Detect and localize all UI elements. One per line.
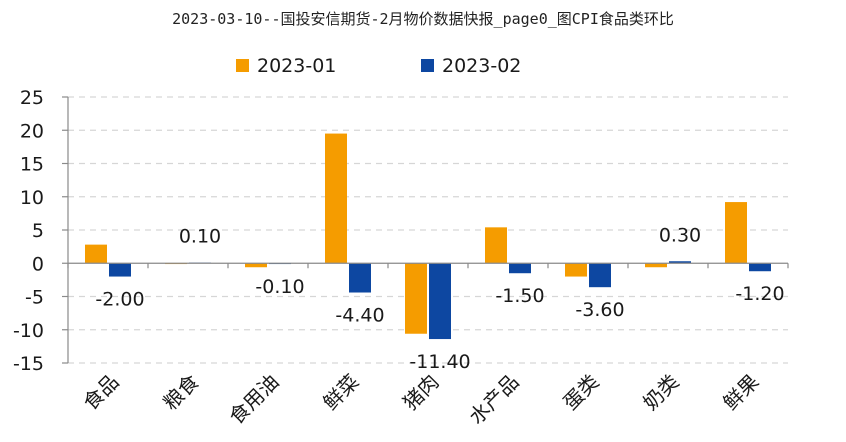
- legend-label-2023-02: 2023-02: [442, 55, 521, 77]
- x-axis: 食品 粮食 食用油 鲜菜 猪肉 水产品 蛋类 奶类 鲜果: [67, 262, 789, 429]
- bar-2023-01-食用油: [245, 263, 267, 268]
- category-label: 奶类: [638, 370, 683, 415]
- bar-2023-02-奶类: [669, 261, 691, 264]
- y-tick-label: -5: [25, 287, 44, 309]
- bar-2023-02-鲜果: [749, 263, 771, 272]
- bar-2023-01-食品: [85, 244, 107, 264]
- bar-2023-01-水产品: [485, 227, 507, 264]
- category-label: 食品: [78, 370, 123, 415]
- chart-title: 2023-03-10--国投安信期货-2月物价数据快报_page0_图CPI食品…: [172, 10, 674, 28]
- data-label: -3.60: [575, 299, 624, 321]
- data-label: -1.50: [495, 285, 544, 307]
- legend-label-2023-01: 2023-01: [257, 55, 336, 77]
- category-label: 蛋类: [558, 370, 603, 415]
- category-label: 水产品: [464, 370, 523, 429]
- legend: 2023-01 2023-02: [236, 55, 521, 77]
- bar-2023-02-水产品: [509, 263, 531, 274]
- y-tick-label: 25: [20, 87, 44, 109]
- y-tick-label: -10: [13, 320, 44, 342]
- category-label: 食用油: [224, 370, 283, 429]
- data-label: -1.20: [735, 283, 784, 305]
- y-axis: 25 20 15 10 5 0 -5 -10 -15: [13, 87, 69, 375]
- bar-2023-01-鲜果: [725, 202, 747, 264]
- data-label: 0.10: [179, 226, 221, 248]
- bar-2023-02-鲜菜: [349, 263, 371, 293]
- category-label: 粮食: [158, 370, 203, 415]
- data-label: -11.40: [409, 351, 470, 373]
- data-label: 0.30: [659, 224, 701, 246]
- data-label: -0.10: [255, 276, 304, 298]
- bar-2023-01-猪肉: [405, 263, 427, 334]
- bars: [85, 133, 771, 340]
- bar-2023-02-蛋类: [589, 263, 611, 288]
- bar-2023-01-奶类: [645, 263, 667, 268]
- bar-2023-02-食品: [109, 263, 131, 277]
- legend-swatch-2023-01: [236, 59, 249, 72]
- category-label: 鲜菜: [318, 370, 363, 415]
- gridlines: [68, 96, 788, 364]
- legend-swatch-2023-02: [421, 59, 434, 72]
- category-label: 鲜果: [718, 370, 763, 415]
- y-tick-label: 10: [20, 187, 44, 209]
- data-labels: -2.00 0.10 -0.10 -4.40 -11.40 -1.50 -3.60 0.30 -…: [95, 224, 784, 373]
- y-tick-label: 20: [20, 120, 44, 142]
- bar-2023-02-猪肉: [429, 263, 451, 340]
- data-label: -4.40: [335, 305, 384, 327]
- y-tick-label: 0: [32, 253, 44, 275]
- category-label: 猪肉: [398, 370, 443, 415]
- y-tick-label: 15: [20, 154, 44, 176]
- bar-2023-01-鲜菜: [325, 133, 347, 264]
- y-tick-label: -15: [13, 353, 44, 375]
- bar-2023-01-蛋类: [565, 263, 587, 277]
- data-label: -2.00: [95, 289, 144, 311]
- y-tick-label: 5: [32, 220, 44, 242]
